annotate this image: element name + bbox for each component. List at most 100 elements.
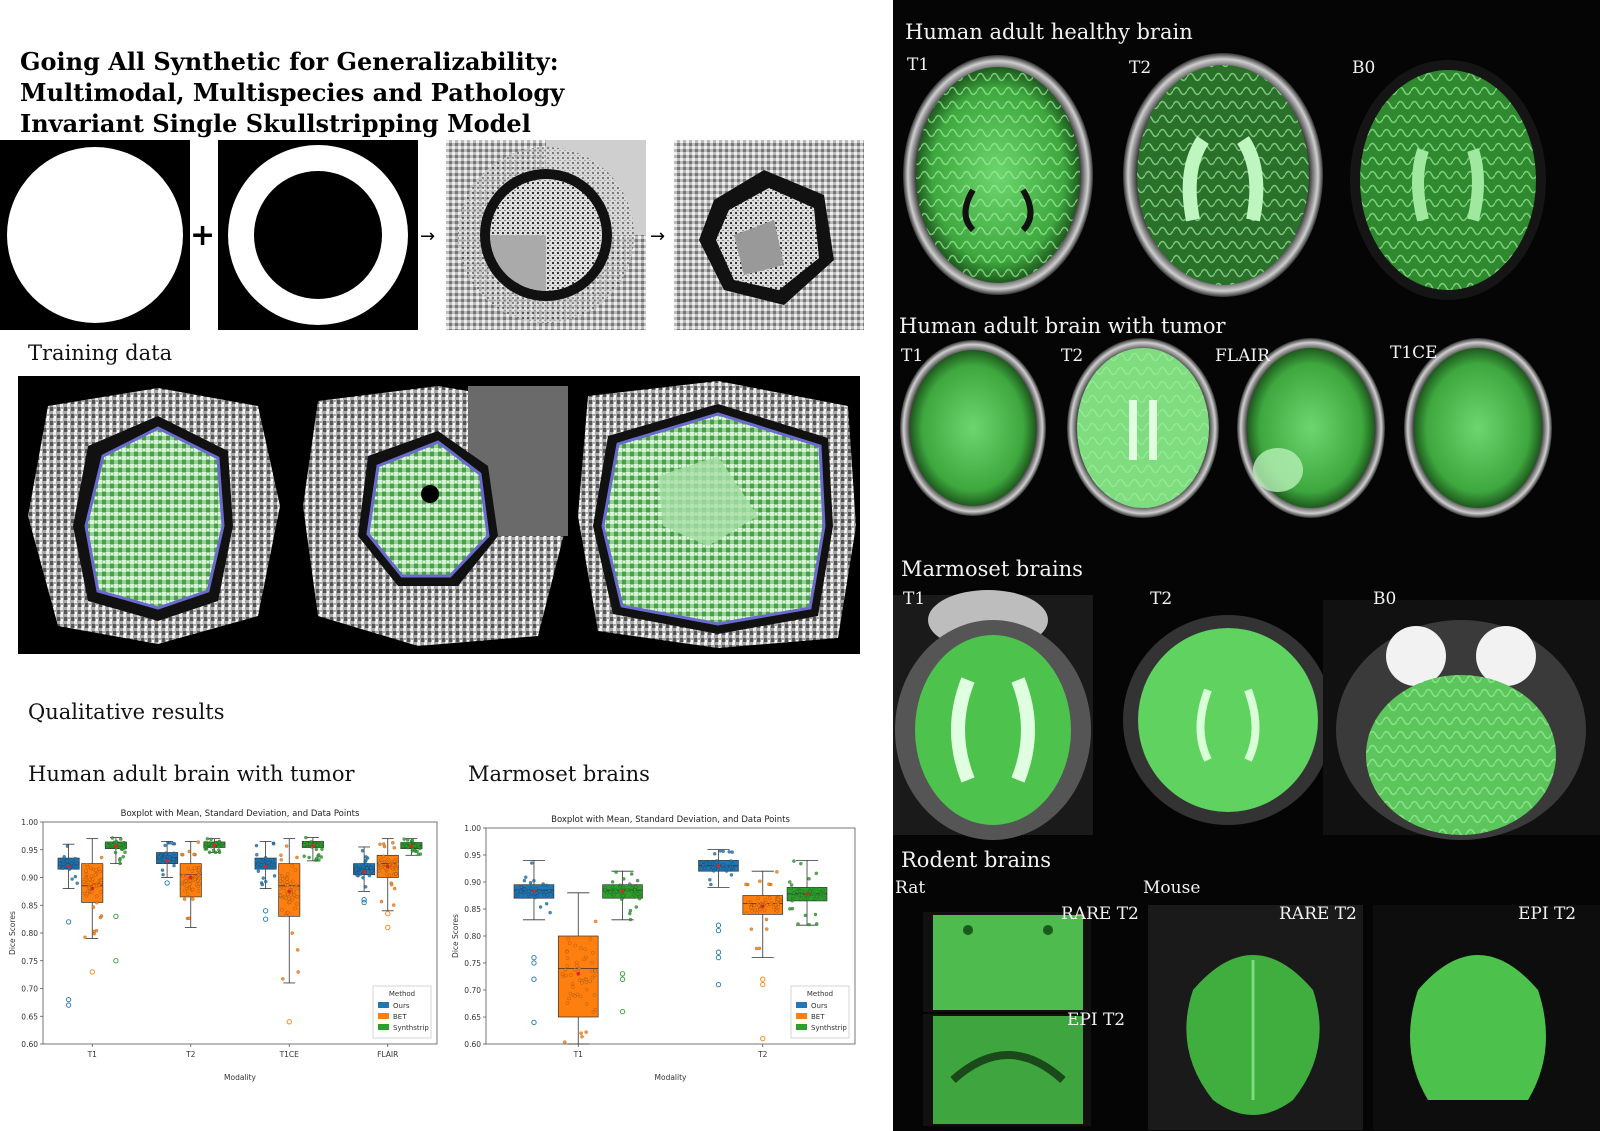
marmoset-b0-brain [1323,600,1600,840]
chart1-section-label: Human adult brain with tumor [28,762,355,786]
x-tick-label: FLAIR [377,1050,398,1059]
plus-sign: + [190,218,216,253]
box-synthstrip-t2 [203,837,226,855]
outlier-point [65,919,72,925]
rat-epi-t2-brain [923,1014,1091,1126]
tumor-boxplot-chart: Boxplot with Mean, Standard Deviation, a… [5,806,445,1084]
legend-swatch-bet [378,1013,389,1019]
box-ours-flair [353,846,376,906]
marmoset-t1-brain [893,590,1093,840]
legend-swatch-ours [378,1002,389,1008]
legend: Method Ours BET Synthstrip [372,985,432,1039]
box-bet-t1ce [278,838,301,1025]
marmoset-b0-label: B0 [1373,589,1397,609]
healthy-t2-label: T2 [1129,58,1152,78]
box-synthstrip-t2 [786,859,828,927]
mean-marker [165,859,169,863]
outlier-point [164,880,170,886]
marmoset-t2-label: T2 [1150,589,1173,609]
marmoset-section-title: Marmoset brains [901,557,1083,581]
tumor-t1ce-label: T1CE [1390,343,1438,363]
mean-marker [188,875,193,880]
pipeline-arrow-2: → [650,226,666,247]
y-tick-label: 0.75 [21,957,38,966]
tumor-flair-brain [1237,338,1385,518]
mean-marker [114,844,118,848]
pipeline-disk-image [0,140,190,330]
legend-label-ours: Ours [811,1002,828,1010]
outlier-point [89,969,95,975]
y-tick-label: 0.80 [464,932,481,941]
outlier-point [619,971,626,977]
y-tick-label: 0.90 [21,874,38,883]
outlier-point [262,916,269,922]
box-ours-t1 [513,860,555,1026]
legend-swatch-bet [796,1013,807,1019]
mouse-epi-t2-label: EPI T2 [1518,904,1577,924]
legend-label-synthstrip: Synthstrip [393,1024,429,1032]
y-axis-label: Dice Scores [451,914,460,958]
marmoset-t1-label: T1 [903,589,926,609]
box-ours-t1ce [254,841,277,922]
legend: Method Ours BET Synthstrip [790,985,850,1039]
outlier-point [760,1035,766,1042]
legend-label-synthstrip: Synthstrip [811,1024,847,1032]
mean-marker [716,864,721,868]
y-tick-label: 0.65 [464,1013,481,1022]
mean-marker [287,889,292,894]
box-bet-t2 [179,840,202,928]
y-tick-label: 0.75 [464,959,481,968]
tumor-section-title: Human adult brain with tumor [899,314,1226,338]
outlier-point [361,899,367,906]
outlier-point [715,949,722,955]
legend-swatch-synthstrip [378,1024,389,1030]
mean-marker [576,972,581,976]
mean-marker [805,892,809,897]
legend-label-ours: Ours [393,1002,410,1010]
healthy-t1-label: T1 [907,55,930,75]
outlier-point [715,927,722,934]
training-sample-3 [574,376,860,654]
outlier-point [715,981,722,988]
box-ours-t2 [156,840,179,886]
box-ours-t1 [57,843,80,1008]
box-bet-t1 [557,892,599,1045]
outlier-point [113,913,119,920]
training-data-label: Training data [28,341,173,365]
box-synthstrip-t1ce [301,835,325,862]
x-tick-label: T1CE [279,1050,300,1059]
box-bet-t2 [742,870,784,1042]
y-axis-label: Dice Scores [8,911,17,955]
legend-label-bet: BET [393,1013,407,1021]
x-tick-label: T1 [573,1050,584,1059]
poster-title: Going All Synthetic for Generalizability… [20,47,565,138]
y-tick-label: 1.00 [21,818,38,827]
outlier-point [619,1008,626,1015]
pipeline-deformed-image [674,140,864,330]
tumor-t2-brain [1067,338,1219,518]
y-tick-label: 0.65 [21,1012,38,1021]
y-tick-label: 0.90 [464,878,481,887]
mouse-epi-t2-brain [1373,905,1600,1130]
box-ours-t2 [698,849,739,988]
x-tick-label: T2 [757,1050,768,1059]
healthy-t1-brain [903,55,1093,295]
outlier-point [65,1002,72,1008]
legend-swatch-ours [796,1002,807,1008]
qualitative-panel: Human adult healthy brain T1 T2 B0 Human… [893,0,1600,1131]
pipeline-ring-image [218,140,418,330]
y-tick-label: 0.60 [464,1040,481,1049]
healthy-section-title: Human adult healthy brain [905,20,1193,44]
tumor-t1-label: T1 [901,346,924,366]
y-tick-label: 0.80 [21,929,38,938]
tumor-t2-label: T2 [1061,346,1084,366]
y-tick-label: 0.85 [21,901,38,910]
chart2-section-label: Marmoset brains [468,762,650,786]
y-tick-label: 0.85 [464,905,481,914]
outlier-point [531,1019,537,1026]
outlier-point [619,976,626,982]
mean-marker [409,844,414,848]
rat-rare-t2-label: RARE T2 [1061,904,1139,924]
box-bet-t1 [81,838,104,975]
outlier-point [65,996,72,1003]
